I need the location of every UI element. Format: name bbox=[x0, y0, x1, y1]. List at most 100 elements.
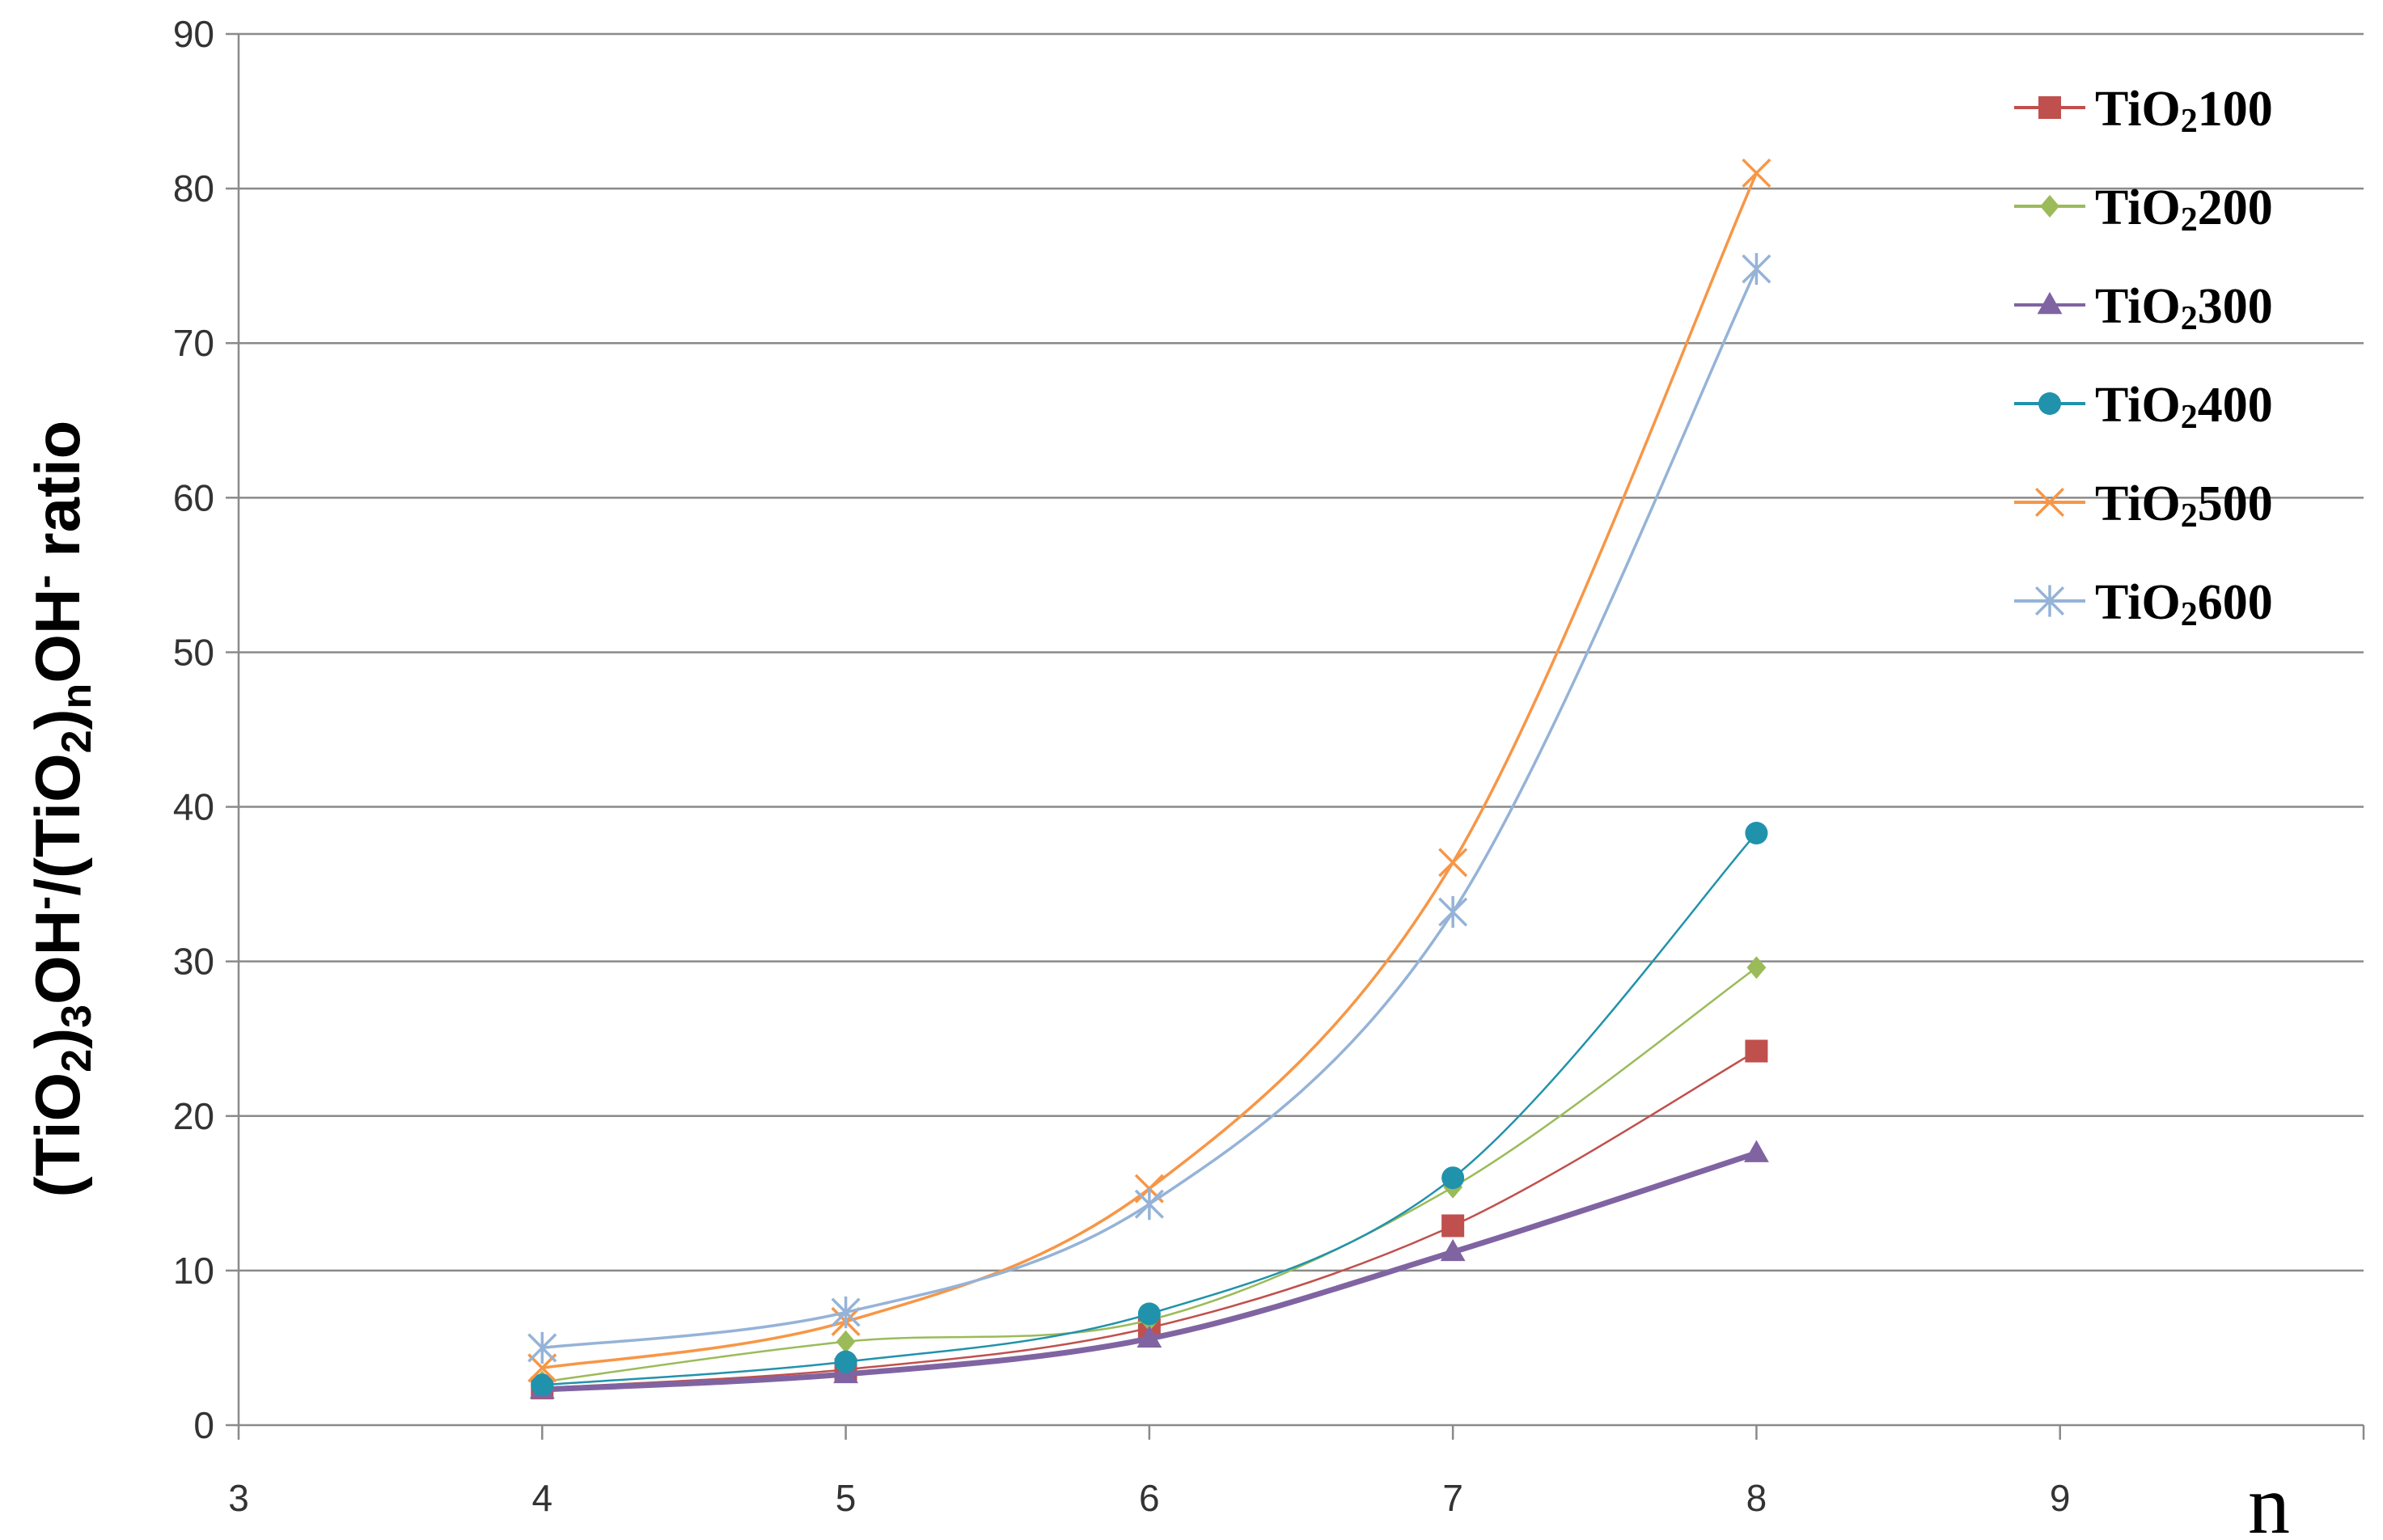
axes bbox=[226, 32, 2365, 1440]
y-axis-label-part: ) bbox=[22, 709, 93, 730]
data-point-400 bbox=[531, 1373, 554, 1397]
x-tick-label: 5 bbox=[836, 1477, 857, 1519]
series-group bbox=[527, 158, 1771, 1400]
series-400 bbox=[531, 822, 1768, 1397]
legend-label-sub: 2 bbox=[2181, 399, 2198, 436]
legend-label-base: TiO bbox=[2095, 82, 2181, 137]
legend-label-sub: 2 bbox=[2181, 300, 2198, 337]
legend-label-sub: 2 bbox=[2181, 103, 2198, 140]
series-line-600 bbox=[542, 268, 1759, 1350]
legend-label: TiO2600 bbox=[2095, 575, 2273, 633]
data-point-600-stroke bbox=[527, 1331, 557, 1364]
legend-label-num: 600 bbox=[2198, 575, 2273, 630]
data-point-300 bbox=[1440, 1238, 1466, 1262]
legend-label-base: TiO bbox=[2095, 575, 2181, 630]
legend-label: TiO2400 bbox=[2095, 378, 2273, 436]
series-300 bbox=[529, 1140, 1769, 1399]
legend-marker bbox=[2037, 291, 2063, 315]
x-tick-label: 9 bbox=[2050, 1477, 2071, 1519]
legend-marker bbox=[2038, 96, 2061, 119]
legend-label-base: TiO bbox=[2095, 279, 2181, 334]
x-tick-label: 7 bbox=[1442, 1477, 1463, 1519]
y-tick-label: 0 bbox=[193, 1404, 214, 1446]
y-axis-label-part: ) bbox=[22, 1028, 93, 1049]
legend-label: TiO2300 bbox=[2095, 279, 2273, 337]
y-axis-label: (TiO2)3OH-/(TiO2)nOH- ratio bbox=[21, 421, 100, 1198]
x-axis-label: n bbox=[2248, 1458, 2290, 1540]
y-tick-label: 90 bbox=[173, 13, 214, 55]
y-tick-labels: 0 10 20 30 40 50 60 70 80 90 bbox=[173, 13, 214, 1446]
x-tick-label: 8 bbox=[1746, 1477, 1767, 1519]
data-point-600-stroke bbox=[1134, 1188, 1164, 1221]
data-point-600 bbox=[1742, 252, 1771, 286]
legend-label: TiO2200 bbox=[2095, 180, 2273, 239]
x-tick-labels: 3 4 5 6 7 8 9 bbox=[228, 1477, 2070, 1519]
legend-label-base: TiO bbox=[2095, 180, 2181, 235]
data-point-300 bbox=[1136, 1325, 1162, 1348]
series-line-400 bbox=[542, 832, 1758, 1386]
data-point-200 bbox=[1746, 956, 1767, 979]
y-axis-label-part: OH bbox=[22, 910, 93, 1005]
y-tick-label: 40 bbox=[173, 786, 214, 828]
data-point-400 bbox=[1441, 1166, 1465, 1190]
y-axis-label-part: - bbox=[21, 574, 68, 588]
x-tick-label: 6 bbox=[1139, 1477, 1160, 1519]
data-point-500-stroke bbox=[1742, 158, 1771, 188]
data-point-600-stroke bbox=[1742, 252, 1771, 286]
x-tick-label: 3 bbox=[228, 1477, 249, 1519]
legend-marker-stroke bbox=[2034, 585, 2065, 617]
y-axis-label-part: OH bbox=[22, 589, 93, 683]
legend-label-num: 500 bbox=[2198, 476, 2273, 531]
y-axis-label-part: /(TiO bbox=[22, 753, 93, 895]
data-point-100 bbox=[1745, 1039, 1768, 1063]
y-tick-label: 70 bbox=[173, 322, 214, 364]
y-axis-label-part: 2 bbox=[53, 1049, 100, 1072]
legend-label-sub: 2 bbox=[2181, 596, 2198, 633]
data-point-400 bbox=[834, 1350, 857, 1373]
series-line-500 bbox=[542, 172, 1759, 1370]
data-point-600 bbox=[527, 1331, 557, 1364]
data-point-500 bbox=[1438, 848, 1468, 878]
data-point-500-stroke bbox=[1438, 848, 1468, 878]
legend-label-sub: 2 bbox=[2181, 201, 2198, 239]
y-axis-label-part: n bbox=[53, 683, 100, 709]
data-point-600-stroke bbox=[1438, 895, 1468, 929]
legend-entry-400: TiO2400 bbox=[2014, 378, 2273, 436]
data-point-100 bbox=[1441, 1214, 1465, 1238]
legend-label-num: 200 bbox=[2198, 180, 2273, 235]
legend-marker bbox=[2034, 487, 2065, 518]
data-point-600 bbox=[1134, 1188, 1164, 1221]
y-axis-label-part: 3 bbox=[53, 1005, 100, 1028]
y-tick-label: 10 bbox=[173, 1250, 214, 1292]
y-axis-label-part: - bbox=[21, 896, 68, 910]
y-tick-label: 30 bbox=[173, 941, 214, 983]
data-point-600 bbox=[831, 1296, 861, 1329]
series-600 bbox=[527, 252, 1771, 1364]
data-point-600-stroke bbox=[831, 1296, 861, 1329]
legend-marker bbox=[2034, 585, 2065, 617]
legend-entry-500: TiO2500 bbox=[2014, 476, 2273, 535]
legend-label: TiO2500 bbox=[2095, 476, 2273, 535]
data-point-200 bbox=[836, 1330, 856, 1353]
legend-label-num: 400 bbox=[2198, 378, 2273, 433]
legend-label-base: TiO bbox=[2095, 378, 2181, 433]
legend-marker bbox=[2038, 392, 2061, 415]
y-axis-label-part: 2 bbox=[53, 730, 100, 753]
legend-entry-600: TiO2600 bbox=[2014, 575, 2273, 633]
legend-marker bbox=[2040, 195, 2059, 218]
legend-entry-300: TiO2300 bbox=[2014, 279, 2273, 337]
y-tick-label: 80 bbox=[173, 167, 214, 209]
data-point-600 bbox=[1438, 895, 1468, 929]
legend-label-sub: 2 bbox=[2181, 497, 2198, 535]
legend: TiO2100TiO2200TiO2300TiO2400TiO2500TiO26… bbox=[2014, 82, 2273, 633]
legend-entry-200: TiO2200 bbox=[2014, 180, 2273, 239]
legend-label-base: TiO bbox=[2095, 476, 2181, 531]
y-tick-label: 50 bbox=[173, 631, 214, 673]
legend-marker-stroke bbox=[2034, 487, 2065, 518]
legend-entry-100: TiO2100 bbox=[2014, 82, 2273, 140]
y-tick-label: 20 bbox=[173, 1095, 214, 1137]
legend-label-num: 100 bbox=[2198, 82, 2273, 137]
data-point-500 bbox=[1742, 158, 1771, 188]
data-point-400 bbox=[1137, 1302, 1161, 1326]
